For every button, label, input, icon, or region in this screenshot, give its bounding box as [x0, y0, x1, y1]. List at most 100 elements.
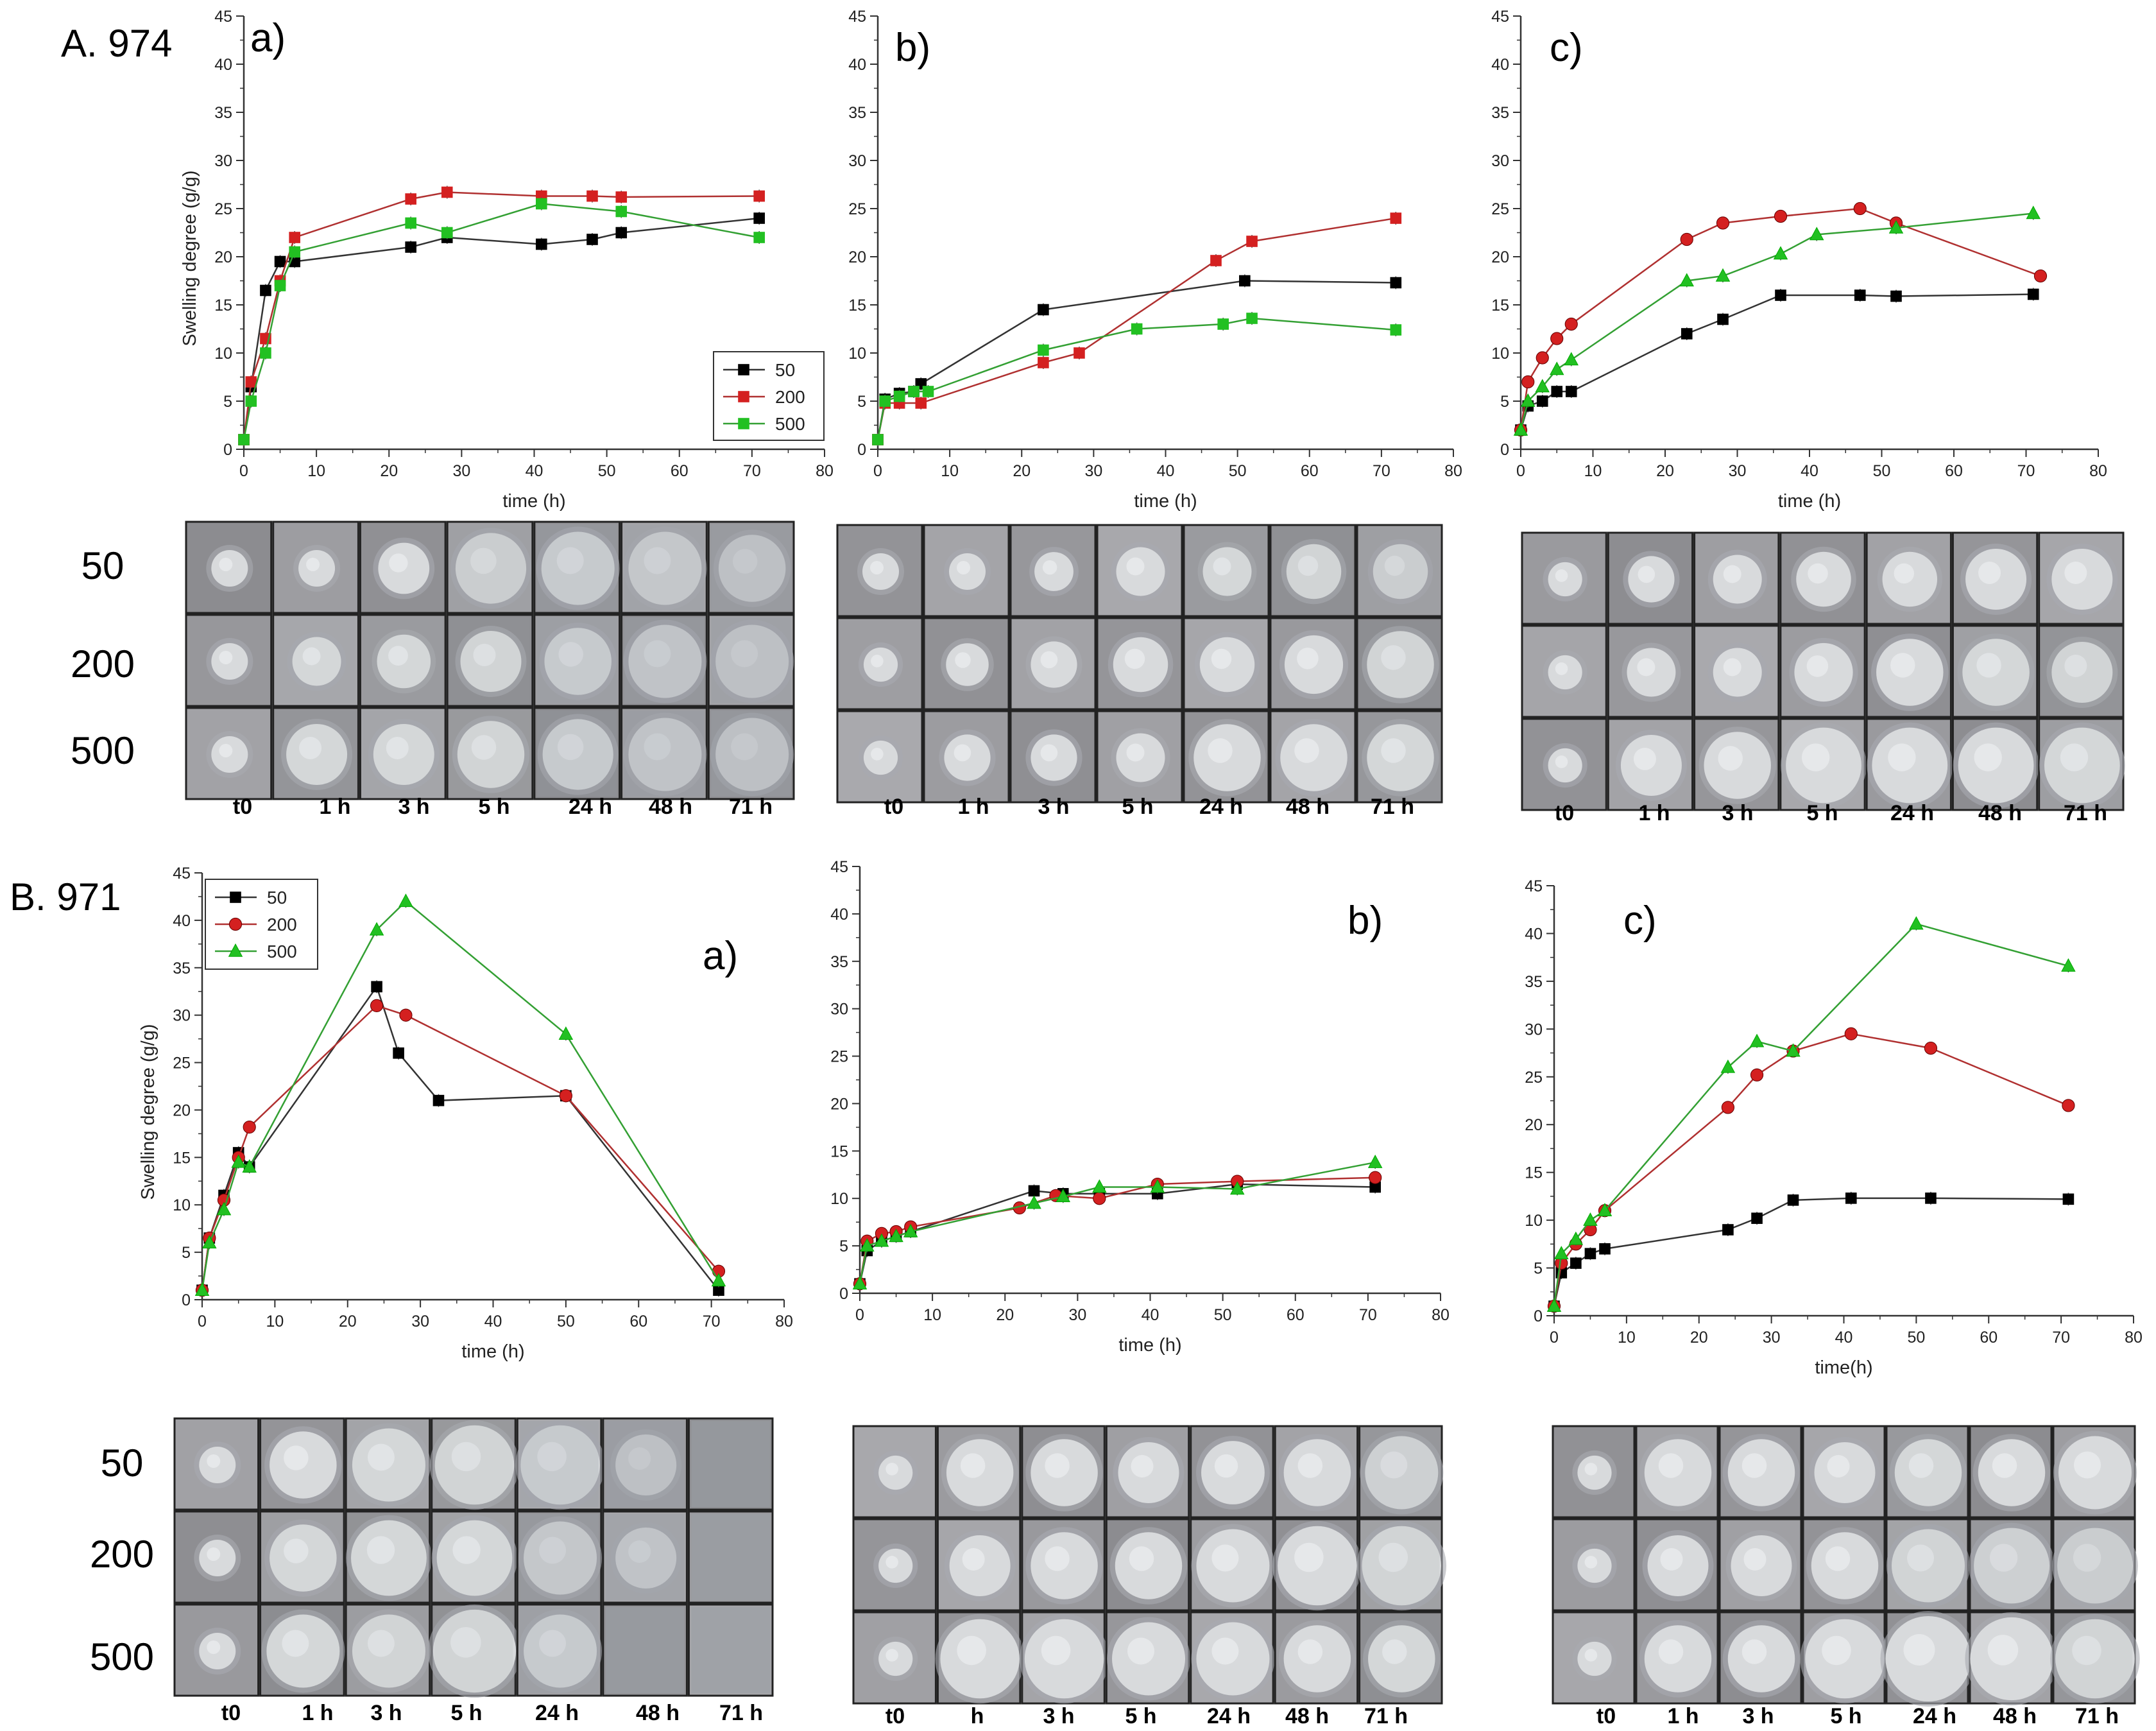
sample-photo: [1607, 531, 1694, 625]
photo-grid-5: t0 1 h 3 h 5 h 24 h 48 h 71 h: [1552, 1425, 2140, 1728]
disc-highlight: [556, 547, 584, 574]
gel-haze: [2041, 721, 2121, 807]
gel-haze: [1273, 528, 1353, 614]
y-tick-label: 40: [173, 912, 191, 930]
y-tick-label: 0: [1534, 1307, 1543, 1325]
sample-photo: [1183, 617, 1270, 710]
gel-haze: [605, 1421, 685, 1507]
y-tick-label: 35: [848, 104, 866, 122]
y-axis-label: Swelling degree (g/g): [138, 1024, 158, 1200]
data-point: [1150, 1179, 1165, 1193]
disc-highlight: [1741, 1639, 1767, 1664]
disc-highlight: [386, 737, 409, 759]
y-tick-label: 0: [1500, 441, 1509, 459]
disc-highlight: [1297, 1453, 1323, 1478]
sample-photo: [1951, 718, 2039, 811]
disc-highlight: [1380, 1451, 1408, 1479]
disc-highlight: [957, 561, 970, 574]
sample-photo: [1607, 624, 1694, 718]
y-tick-label: 20: [173, 1101, 191, 1119]
x-tick-label: 60: [629, 1313, 647, 1331]
data-point: [1564, 317, 1578, 331]
disc-highlight: [367, 1630, 395, 1657]
y-axis-label: Swelling degree (g/g): [180, 170, 200, 346]
data-point: [1535, 379, 1550, 393]
sample-photo: [1885, 1518, 1970, 1612]
x-tick-label: 50: [1873, 462, 1891, 480]
row-label: 500: [90, 1635, 154, 1678]
sample-photo: [687, 1510, 774, 1604]
time-label: 5 h: [1122, 795, 1153, 819]
data-point: [615, 205, 628, 218]
data-point: [1775, 289, 1786, 301]
time-label: 71 h: [729, 795, 773, 819]
gel-haze: [363, 617, 443, 703]
sample-photo: [852, 1518, 937, 1612]
gel-haze: [1360, 621, 1439, 707]
sample-photo: [1880, 1611, 1976, 1707]
gel-haze: [536, 617, 617, 703]
sample-photo: [852, 1425, 937, 1519]
sample-photo: [1521, 531, 1607, 625]
gel-haze: [275, 617, 356, 703]
data-point: [536, 198, 547, 210]
photo-grid-0: 50 200 500 t0 1 h 3 h 5 h 24 h 48 h 71 h: [71, 521, 795, 819]
series-line: [1553, 1197, 2069, 1307]
data-point: [2033, 269, 2048, 283]
gel-haze: [691, 1421, 770, 1507]
disc-highlight: [1213, 557, 1231, 576]
data-point: [1390, 212, 1402, 224]
disc-highlight: [1825, 1546, 1851, 1571]
data-point: [2027, 288, 2039, 300]
x-tick-label: 0: [1550, 1329, 1559, 1347]
time-label: 3 h: [1038, 795, 1069, 819]
x-tick-label: 10: [1584, 462, 1602, 480]
time-label: t0: [1555, 801, 1574, 825]
time-label: t0: [221, 1701, 241, 1725]
gel-haze: [520, 1607, 599, 1693]
x-axis-label: time(h): [1815, 1357, 1872, 1378]
disc-highlight: [473, 644, 496, 666]
sample-photo: [259, 1603, 345, 1697]
sample-photo: [1635, 1611, 1719, 1705]
series-0: [1515, 288, 2039, 436]
y-tick-label: 15: [214, 297, 232, 314]
y-tick-label: 35: [173, 960, 191, 977]
disc-highlight: [1297, 648, 1319, 669]
gel-haze: [691, 1514, 770, 1600]
time-label: 5 h: [478, 795, 509, 819]
disc-highlight: [732, 549, 758, 574]
disc-highlight: [284, 1538, 309, 1563]
data-point: [405, 217, 416, 229]
disc-highlight: [1890, 653, 1915, 678]
legend-marker: [228, 943, 243, 957]
sample-photo: [1190, 1518, 1275, 1612]
series-line: [201, 1004, 719, 1291]
series-line: [243, 191, 760, 440]
sample-photo: [1779, 718, 1867, 811]
data-point: [1924, 1042, 1938, 1055]
y-tick-label: 25: [214, 200, 232, 218]
x-tick-label: 40: [1157, 462, 1175, 480]
sample-photo: [1021, 1518, 1106, 1612]
gel-haze: [1889, 1429, 1965, 1515]
y-tick-label: 5: [857, 393, 866, 411]
data-point: [1774, 209, 1788, 223]
data-point: [1390, 277, 1402, 289]
data-point: [1749, 1033, 1765, 1047]
disc-highlight: [1124, 648, 1145, 669]
legend-label: 200: [775, 387, 805, 407]
disc-highlight: [1555, 662, 1568, 675]
time-label: 24 h: [1199, 795, 1243, 819]
disc-highlight: [388, 646, 408, 666]
data-point: [371, 981, 382, 993]
disc-highlight: [389, 553, 408, 573]
gel-haze: [450, 617, 530, 703]
x-tick-label: 30: [411, 1313, 429, 1331]
data-point: [559, 1089, 572, 1103]
data-point: [1521, 375, 1535, 389]
gel-haze: [2056, 1522, 2132, 1608]
data-point: [1564, 352, 1579, 366]
sample-photo: [1635, 1518, 1719, 1612]
sample-photo: [1272, 1518, 1362, 1612]
